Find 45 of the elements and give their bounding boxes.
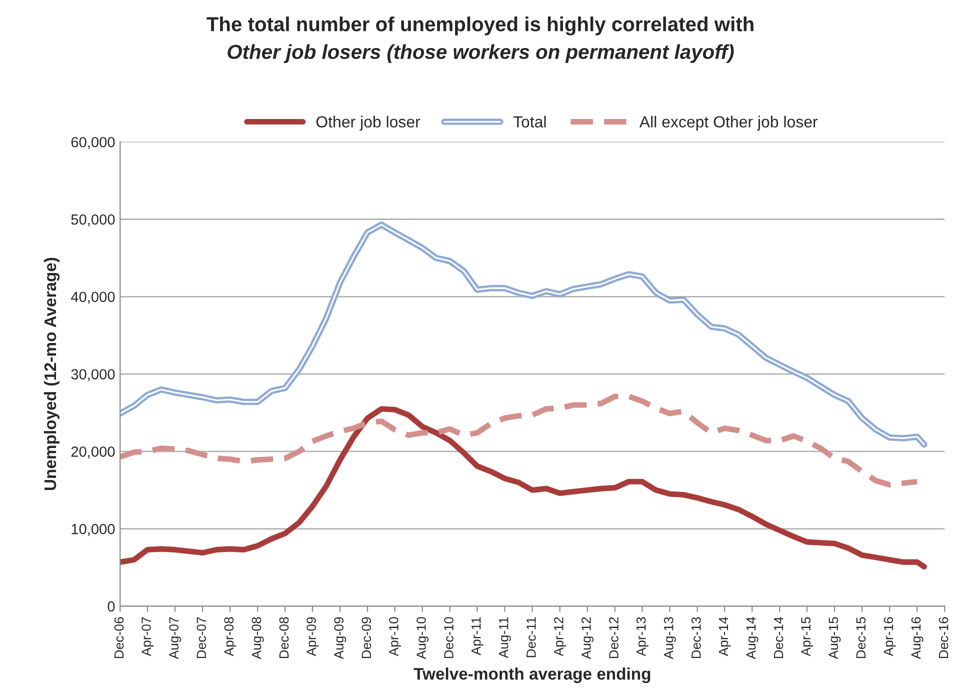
- x-axis-title: Twelve-month average ending: [414, 667, 650, 684]
- legend-label: Other job loser: [316, 116, 420, 131]
- x-tick-label: Apr-12: [554, 617, 566, 656]
- x-tick-label: Apr-16: [884, 617, 896, 656]
- x-tick-label: Apr-11: [472, 617, 484, 656]
- legend-label: All except Other job loser: [639, 116, 818, 131]
- x-tick-label: Dec-08: [279, 617, 289, 658]
- x-tick-label: Apr-08: [224, 617, 236, 656]
- x-tick-label: Aug-07: [169, 617, 182, 660]
- x-tick-label: Dec-14: [774, 616, 784, 658]
- y-tick-label: 50,000: [71, 214, 115, 226]
- y-tick-label: 10,000: [72, 524, 115, 536]
- x-tick-label: Apr-13: [636, 617, 648, 656]
- x-tick-label: Aug-12: [582, 617, 594, 660]
- x-tick-label: Apr-15: [801, 617, 814, 656]
- chart-title: The total number of unemployed is highly correlated with: [206, 16, 754, 36]
- x-tick-label: Aug-16: [911, 617, 924, 660]
- x-tick-label: Aug-11: [499, 617, 511, 658]
- x-tick-label: Aug-15: [828, 617, 841, 660]
- x-tick-label: Dec-12: [609, 617, 618, 658]
- x-tick-label: Aug-13: [664, 617, 676, 660]
- x-tick-label: Dec-06: [114, 617, 124, 658]
- y-tick-label: 60,000: [71, 136, 115, 150]
- x-tick-label: Aug-09: [334, 617, 346, 660]
- y-tick-label: 20,000: [71, 446, 115, 459]
- x-tick-label: Aug-14: [746, 616, 758, 660]
- y-tick-label: 40,000: [71, 292, 115, 304]
- x-tick-label: Dec-15: [856, 617, 866, 658]
- x-tick-label: Apr-10: [389, 617, 401, 656]
- x-tick-label: Dec-07: [196, 617, 206, 658]
- x-tick-label: Dec-13: [691, 617, 701, 658]
- legend-label: Total: [513, 116, 546, 128]
- x-tick-label: Apr-14: [718, 616, 731, 656]
- x-tick-label: Aug-10: [416, 617, 429, 660]
- x-tick-label: Dec-11: [526, 617, 536, 658]
- x-tick-label: Aug-08: [252, 617, 264, 660]
- x-tick-label: Apr-07: [142, 617, 154, 656]
- x-tick-label: Dec-09: [362, 617, 372, 658]
- x-tick-label: Dec-16: [938, 617, 948, 658]
- x-tick-label: Dec-10: [444, 617, 454, 658]
- x-tick-label: Apr-09: [306, 617, 319, 656]
- y-axis-title: Unemployed (12-mo Average): [44, 258, 60, 490]
- y-tick-label: 30,000: [71, 369, 115, 382]
- chart-subtitle: Other job losers (those workers on permanent layoff): [228, 44, 734, 63]
- y-tick-label: 0: [108, 601, 115, 612]
